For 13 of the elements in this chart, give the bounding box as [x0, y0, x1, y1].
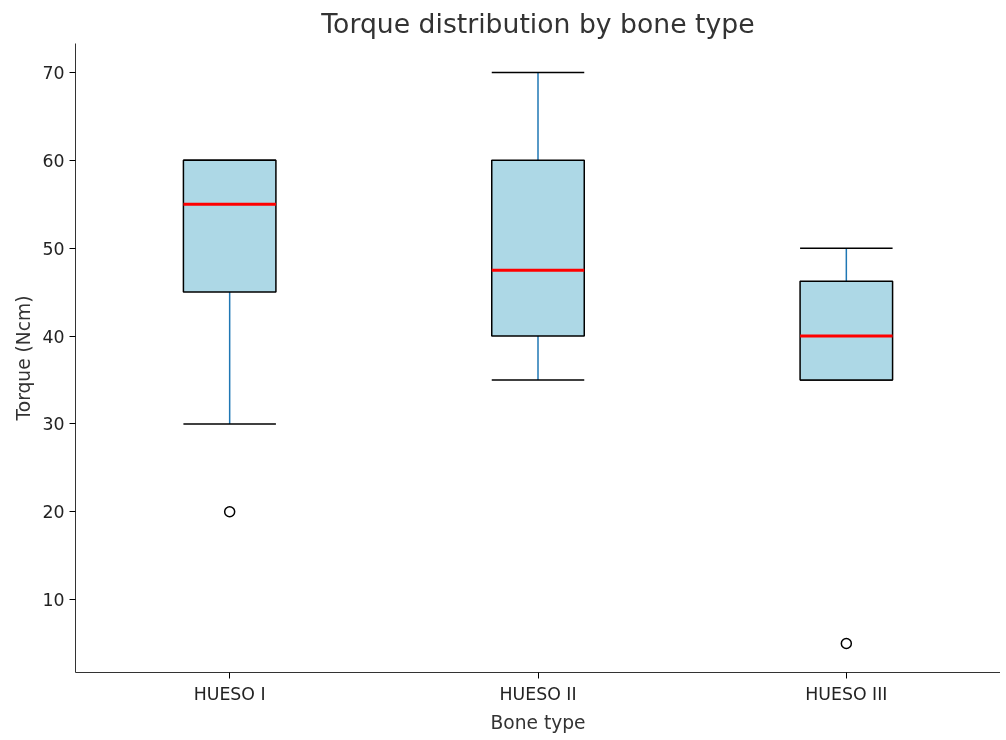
x-tick-label: HUESO I: [193, 683, 266, 704]
x-tick-label: HUESO III: [805, 683, 888, 704]
y-axis-title: Torque (Ncm): [13, 295, 35, 422]
y-tick-label: 60: [42, 150, 65, 171]
y-tick-label: 20: [42, 502, 65, 523]
x-tick-label: HUESO II: [499, 683, 577, 704]
chart-title: Torque distribution by bone type: [320, 7, 755, 39]
y-tick-label: 70: [42, 62, 65, 83]
y-tick-label: 30: [42, 414, 65, 435]
y-tick-label: 10: [42, 590, 65, 611]
y-tick-label: 40: [42, 326, 65, 347]
x-axis-title: Bone type: [490, 711, 586, 733]
y-tick-label: 50: [42, 238, 65, 259]
